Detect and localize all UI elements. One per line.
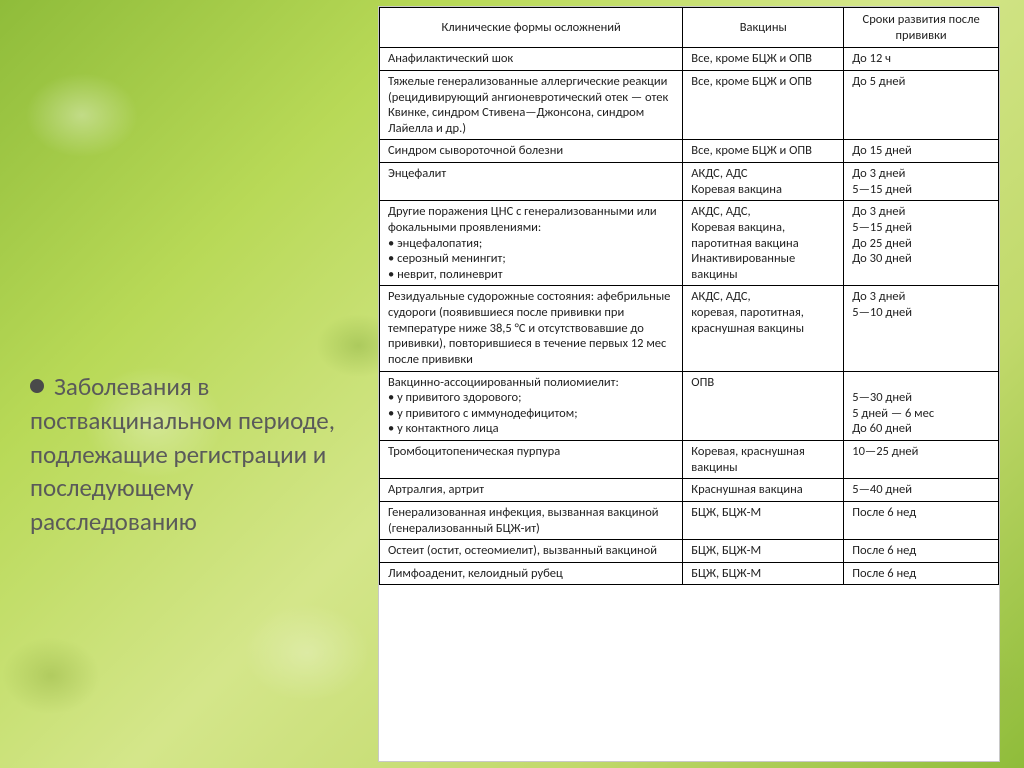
cell-vaccines: БЦЖ, БЦЖ-М (683, 540, 844, 563)
table-row: Лимфоаденит, келоидный рубецБЦЖ, БЦЖ-МПо… (380, 562, 999, 585)
cell-clinical-form: Тяжелые генерализованные аллергические р… (380, 70, 683, 140)
sublist-item: серозный менингит; (388, 251, 676, 267)
col-header-vaccines: Вакцины (683, 8, 844, 48)
sublist-item: энцефалопатия; (388, 236, 676, 252)
cell-timing: После 6 нед (844, 540, 999, 563)
table-row: Тяжелые генерализованные аллергические р… (380, 70, 999, 140)
table-row: Резидуальные судорожные состояния: афебр… (380, 286, 999, 371)
cell-vaccines: АКДС, АДСКоревая вакцина (683, 163, 844, 201)
cell-vaccines: Все, кроме БЦЖ и ОПВ (683, 48, 844, 71)
cell-clinical-form: Резидуальные судорожные состояния: афебр… (380, 286, 683, 371)
cell-timing: После 6 нед (844, 501, 999, 539)
table-row: Синдром сывороточной болезниВсе, кроме Б… (380, 140, 999, 163)
table: Клинические формы осложнений Вакцины Сро… (379, 7, 999, 585)
col-header-forms: Клинические формы осложнений (380, 8, 683, 48)
cell-timing: До 3 дней5—15 дней (844, 163, 999, 201)
cell-vaccines: Краснушная вакцина (683, 479, 844, 502)
cell-clinical-form: Тромбоцитопеническая пурпура (380, 441, 683, 479)
cell-vaccines: Коревая, краснушная вакцины (683, 441, 844, 479)
cell-timing: До 3 дней5—10 дней (844, 286, 999, 371)
sublist-item: у привитого здорового; (388, 390, 676, 406)
cell-clinical-form: Вакцинно-ассоциированный полиомиелит:у п… (380, 371, 683, 441)
col-header-timing: Сроки развития после прививки (844, 8, 999, 48)
cell-timing: 10—25 дней (844, 441, 999, 479)
bullet-icon (30, 379, 44, 393)
cell-timing: До 15 дней (844, 140, 999, 163)
cell-timing: До 3 дней5—15 днейДо 25 днейДо 30 дней (844, 201, 999, 286)
cell-clinical-form: Синдром сывороточной болезни (380, 140, 683, 163)
sublist-item: у контактного лица (388, 421, 676, 437)
cell-clinical-form: Лимфоаденит, келоидный рубец (380, 562, 683, 585)
table-row: Остеит (остит, остеомиелит), вызванный в… (380, 540, 999, 563)
table-row: Артралгия, артритКраснушная вакцина5—40 … (380, 479, 999, 502)
cell-timing: До 12 ч (844, 48, 999, 71)
sublist-item: неврит, полиневрит (388, 267, 676, 283)
cell-vaccines: Все, кроме БЦЖ и ОПВ (683, 70, 844, 140)
cell-timing: 5—30 дней5 дней — 6 месДо 60 дней (844, 371, 999, 441)
cell-vaccines: БЦЖ, БЦЖ-М (683, 501, 844, 539)
cell-clinical-form: Остеит (остит, остеомиелит), вызванный в… (380, 540, 683, 563)
cell-timing: 5—40 дней (844, 479, 999, 502)
cell-vaccines: АКДС, АДС,Коревая вакцина,паротитная вак… (683, 201, 844, 286)
table-row: Анафилактический шокВсе, кроме БЦЖ и ОПВ… (380, 48, 999, 71)
table-row: Другие поражения ЦНС с генерализованными… (380, 201, 999, 286)
table-row: Вакцинно-ассоциированный полиомиелит:у п… (380, 371, 999, 441)
cell-vaccines: ОПВ (683, 371, 844, 441)
cell-clinical-form: Артралгия, артрит (380, 479, 683, 502)
cell-clinical-form: Анафилактический шок (380, 48, 683, 71)
table-header-row: Клинические формы осложнений Вакцины Сро… (380, 8, 999, 48)
cell-timing: После 6 нед (844, 562, 999, 585)
table-row: ЭнцефалитАКДС, АДСКоревая вакцинаДо 3 дн… (380, 163, 999, 201)
cell-vaccines: АКДС, АДС,коревая, паротитная,краснушная… (683, 286, 844, 371)
slide-title: Заболевания в поствакцинальном периоде, … (30, 370, 350, 539)
table-row: Тромбоцитопеническая пурпураКоревая, кра… (380, 441, 999, 479)
cell-vaccines: Все, кроме БЦЖ и ОПВ (683, 140, 844, 163)
complications-table: Клинические формы осложнений Вакцины Сро… (378, 6, 1000, 762)
sublist-item: у привитого с иммунодефицитом; (388, 406, 676, 422)
table-row: Генерализованная инфекция, вызванная вак… (380, 501, 999, 539)
cell-clinical-form: Энцефалит (380, 163, 683, 201)
cell-vaccines: БЦЖ, БЦЖ-М (683, 562, 844, 585)
cell-clinical-form: Другие поражения ЦНС с генерализованными… (380, 201, 683, 286)
title-text: Заболевания в поствакцинальном периоде, … (30, 371, 335, 537)
cell-timing: До 5 дней (844, 70, 999, 140)
cell-clinical-form: Генерализованная инфекция, вызванная вак… (380, 501, 683, 539)
